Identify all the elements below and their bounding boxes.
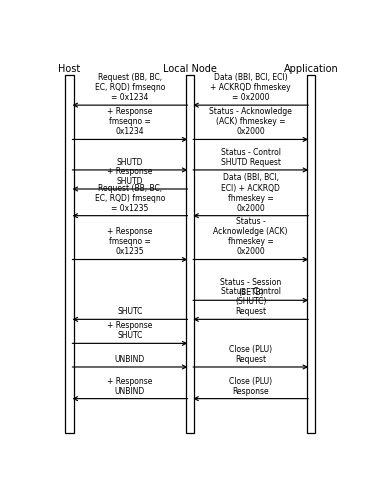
- Text: Data (BBI, BCI, ECI)
+ ACKRQD fhmeskey
= 0x2000: Data (BBI, BCI, ECI) + ACKRQD fhmeskey =…: [211, 73, 291, 102]
- Text: Request (BB, BC,
EC, RQD) fmseqno
= 0x1234: Request (BB, BC, EC, RQD) fmseqno = 0x12…: [95, 73, 165, 102]
- Text: + Response
fmseqno =
0x1235: + Response fmseqno = 0x1235: [107, 227, 153, 256]
- Text: + Response
UNBIND: + Response UNBIND: [107, 377, 153, 396]
- Bar: [65, 75, 74, 433]
- Text: Local Node: Local Node: [163, 64, 217, 74]
- Text: Status - Session
(BETB): Status - Session (BETB): [220, 278, 281, 297]
- Bar: [307, 75, 315, 433]
- Bar: [186, 75, 195, 433]
- Text: + Response
SHUTC: + Response SHUTC: [107, 321, 153, 340]
- Text: Data (BBI, BCI,
ECI) + ACKRQD
fhmeskey =
0x2000: Data (BBI, BCI, ECI) + ACKRQD fhmeskey =…: [221, 173, 280, 213]
- Text: + Response
fmseqno =
0x1234: + Response fmseqno = 0x1234: [107, 107, 153, 137]
- Text: Status - Control
(SHUTC)
Request: Status - Control (SHUTC) Request: [221, 287, 281, 316]
- Text: Close (PLU)
Response: Close (PLU) Response: [229, 377, 272, 396]
- Text: Status -
Acknowledge (ACK)
fhmeskey =
0x2000: Status - Acknowledge (ACK) fhmeskey = 0x…: [214, 217, 288, 256]
- Text: + Response
SHUTD: + Response SHUTD: [107, 167, 153, 186]
- Text: Status - Acknowledge
(ACK) fhmeskey =
0x2000: Status - Acknowledge (ACK) fhmeskey = 0x…: [209, 107, 292, 137]
- Text: Application: Application: [284, 64, 339, 74]
- Text: Close (PLU)
Request: Close (PLU) Request: [229, 345, 272, 364]
- Text: SHUTC: SHUTC: [117, 307, 142, 316]
- Text: Host: Host: [59, 64, 81, 74]
- Text: SHUTD: SHUTD: [117, 158, 143, 167]
- Text: UNBIND: UNBIND: [115, 355, 145, 364]
- Text: Status - Control
SHUTD Request: Status - Control SHUTD Request: [221, 148, 281, 167]
- Text: Request (BB, BC,
EC, RQD) fmseqno
= 0x1235: Request (BB, BC, EC, RQD) fmseqno = 0x12…: [95, 184, 165, 213]
